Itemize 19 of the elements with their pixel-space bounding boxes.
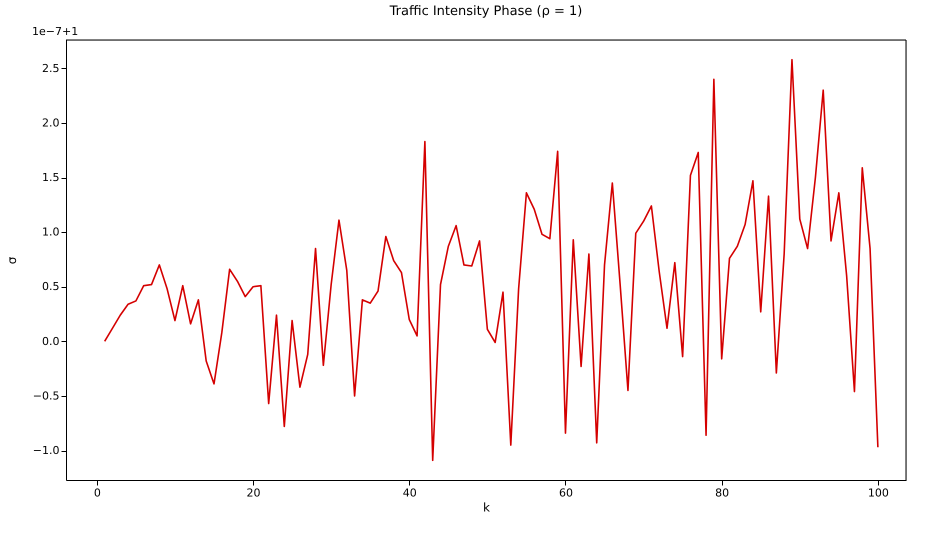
y-tick-label: 1.5 [42,171,60,184]
y-axis-title: σ [4,256,19,264]
y-tick-label: 1.0 [42,226,60,239]
y-tick-label: 0.5 [42,280,60,294]
text: 1e−7+1 [32,25,78,38]
x-tick-label: 0 [94,486,101,500]
y-tick-label: 2.5 [42,62,60,75]
line-series [104,58,879,462]
y-tick-label: −0.5 [32,389,60,402]
y-tick-label: 0.0 [42,334,60,348]
x-tick-label: 20 [246,486,261,500]
x-axis-title: k [483,500,490,514]
y-tick-label: 2.0 [42,116,60,130]
x-tick-label: 40 [402,486,417,500]
y-tick-label: −1.0 [32,444,60,458]
x-tick-label: 100 [868,486,889,500]
x-tick-label: 60 [558,486,573,500]
chart-title: Traffic Intensity Phase (ρ = 1) [388,4,582,19]
x-tick-label: 80 [715,486,730,500]
